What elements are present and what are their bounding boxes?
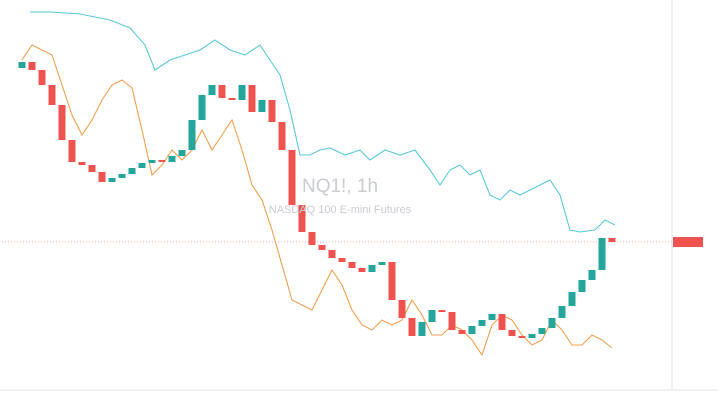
watermark-description: NASDAQ 100 E-mini Futures: [269, 204, 412, 216]
candle-body: [438, 310, 446, 312]
candle-body: [248, 85, 256, 112]
candle-body: [408, 318, 416, 336]
candle-body: [188, 120, 196, 150]
candle-body: [588, 270, 596, 280]
candle-body: [28, 62, 36, 70]
candle-body: [468, 326, 476, 334]
candle-body: [208, 85, 216, 95]
candle-body: [288, 150, 296, 205]
candle-body: [508, 330, 516, 336]
candle-body: [488, 314, 496, 320]
candle-body: [398, 300, 406, 318]
candle-body: [358, 268, 366, 272]
candle-body: [338, 258, 346, 262]
plot-area: [2, 11, 672, 357]
candle-body: [538, 328, 546, 334]
candle-body: [138, 163, 146, 168]
candle-body: [128, 168, 136, 174]
candle-body: [48, 85, 56, 105]
candle-body: [68, 140, 76, 162]
candle-body: [218, 85, 226, 98]
candle-body: [568, 292, 576, 306]
candle-body: [108, 178, 116, 182]
candle-body: [598, 238, 606, 270]
candle-body: [278, 122, 286, 150]
candle-body: [318, 245, 326, 250]
candle-body: [518, 336, 526, 338]
watermark-symbol: NQ1!, 1h: [302, 176, 378, 197]
candle-body: [298, 205, 306, 232]
candle-body: [418, 322, 426, 336]
indicator-line: [30, 11, 616, 233]
candle-body: [498, 314, 506, 330]
candle-body: [78, 162, 86, 165]
candle-body: [478, 320, 486, 326]
candle-body: [168, 156, 176, 162]
last-price-marker: [673, 237, 703, 247]
candle-body: [328, 250, 336, 258]
candle-body: [198, 95, 206, 120]
candle-body: [378, 262, 386, 265]
candle-body: [38, 70, 46, 85]
candle-body: [368, 265, 376, 272]
candle-body: [388, 262, 396, 300]
candle-body: [18, 62, 26, 68]
indicator-line: [21, 44, 613, 357]
candle-body: [228, 98, 236, 100]
candle-body: [118, 174, 126, 178]
candle-body: [178, 150, 186, 156]
candle-body: [238, 85, 246, 100]
candle-body: [548, 318, 556, 328]
candle-body: [578, 280, 586, 292]
candle-body: [258, 100, 266, 112]
candle-body: [428, 310, 436, 322]
candle-body: [348, 262, 356, 268]
candle-body: [528, 334, 536, 338]
candle-body: [448, 312, 456, 330]
candle-body: [148, 160, 156, 163]
candle-body: [608, 238, 616, 242]
candle-body: [58, 105, 66, 140]
candle-body: [98, 172, 106, 182]
candle-body: [308, 232, 316, 245]
candle-body: [458, 330, 466, 334]
candle-body: [158, 160, 166, 162]
candle-body: [268, 100, 276, 122]
candle-body: [88, 165, 96, 172]
candle-body: [558, 306, 566, 318]
